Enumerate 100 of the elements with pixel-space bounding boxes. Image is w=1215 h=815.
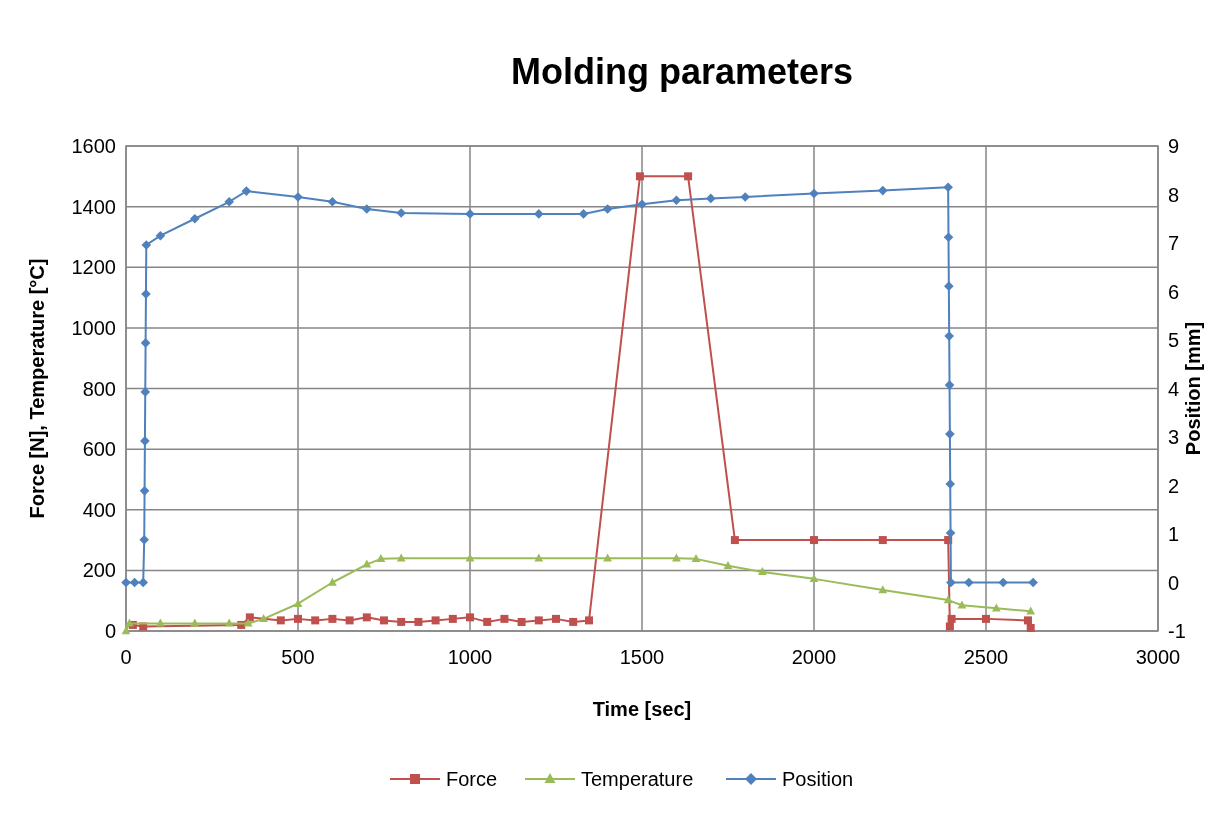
- point: [396, 553, 406, 562]
- point: [730, 536, 739, 545]
- point: [328, 614, 337, 623]
- y2-tick-label: 4: [1168, 377, 1180, 400]
- point: [740, 192, 750, 202]
- point: [327, 196, 338, 207]
- y2-tick-label: 9: [1168, 135, 1180, 157]
- point: [224, 618, 234, 627]
- point: [241, 186, 252, 196]
- y-axis-title: Force [N], Temperature [°C]: [26, 258, 48, 519]
- x-tick-label: 3000: [1135, 646, 1181, 668]
- point: [809, 574, 819, 583]
- point: [139, 535, 150, 545]
- x-tick-label: 1000: [447, 646, 493, 668]
- x-tick-label: 0: [120, 646, 132, 668]
- y-tick-label: 400: [82, 498, 116, 521]
- point: [141, 240, 152, 250]
- point: [140, 436, 150, 446]
- point: [500, 614, 509, 623]
- point: [140, 387, 151, 397]
- y2-tick-label: 8: [1168, 183, 1180, 206]
- point: [943, 182, 953, 193]
- y-tick-label: 1000: [71, 316, 116, 339]
- point: [635, 172, 644, 181]
- point: [294, 614, 302, 623]
- y2-tick-label: -1: [1168, 620, 1186, 642]
- y2-tick-label: 2: [1168, 474, 1180, 497]
- point: [259, 614, 268, 623]
- point: [293, 598, 303, 607]
- point: [243, 618, 253, 627]
- point: [380, 616, 388, 625]
- y-tick-label: 200: [82, 559, 116, 582]
- point: [878, 185, 888, 196]
- point: [190, 213, 200, 224]
- point: [1026, 623, 1035, 632]
- point: [945, 528, 956, 538]
- point: [569, 617, 578, 626]
- point: [396, 208, 406, 218]
- point: [362, 613, 371, 622]
- point: [155, 230, 166, 241]
- point: [448, 614, 457, 623]
- point: [943, 232, 954, 242]
- point: [964, 577, 974, 588]
- point: [328, 577, 337, 586]
- point: [945, 479, 956, 489]
- x-tick-label: 1500: [619, 646, 665, 668]
- x-tick-label: 2000: [791, 646, 837, 668]
- y-tick-label: 1400: [71, 195, 116, 218]
- point: [706, 193, 716, 204]
- y2-tick-label: 7: [1168, 232, 1180, 254]
- point: [466, 613, 474, 622]
- point: [224, 196, 234, 207]
- y-tick-label: 800: [82, 377, 116, 400]
- point: [345, 616, 354, 625]
- point: [944, 281, 954, 291]
- point: [139, 486, 150, 496]
- point: [414, 617, 423, 626]
- point: [810, 536, 818, 545]
- y-tick-label: 0: [104, 620, 116, 642]
- point: [944, 331, 954, 341]
- point: [534, 616, 543, 625]
- y-tick-label: 600: [82, 438, 116, 461]
- x-tick-label: 500: [281, 646, 315, 668]
- point: [1023, 616, 1032, 625]
- y2-tick-label: 3: [1168, 426, 1180, 448]
- x-tick-label: 2500: [963, 646, 1009, 668]
- point: [878, 585, 888, 594]
- point: [534, 209, 544, 219]
- y2-tick-label: 0: [1168, 571, 1180, 594]
- chart-title: Molding parameters: [510, 51, 854, 92]
- point: [809, 188, 819, 199]
- point: [121, 577, 131, 588]
- point: [585, 616, 594, 625]
- point: [190, 618, 200, 627]
- y2-tick-label: 1: [1168, 523, 1180, 545]
- point: [517, 617, 526, 626]
- point: [982, 614, 990, 623]
- point: [691, 554, 701, 563]
- y2-tick-label: 5: [1168, 329, 1180, 351]
- point: [602, 204, 613, 214]
- point: [1028, 577, 1038, 588]
- point: [943, 595, 953, 604]
- point: [578, 209, 589, 219]
- point: [140, 338, 151, 348]
- point: [483, 617, 492, 626]
- point: [878, 536, 887, 545]
- point: [376, 554, 386, 563]
- point: [397, 617, 406, 626]
- point: [723, 561, 733, 570]
- point: [946, 577, 956, 588]
- point: [998, 577, 1008, 588]
- point: [276, 616, 285, 625]
- point: [311, 616, 320, 625]
- point: [362, 559, 372, 568]
- point: [671, 195, 682, 206]
- point: [362, 204, 372, 214]
- point: [245, 613, 254, 622]
- point: [465, 553, 475, 562]
- point: [431, 616, 440, 625]
- x-axis-title: Time [sec]: [592, 698, 692, 720]
